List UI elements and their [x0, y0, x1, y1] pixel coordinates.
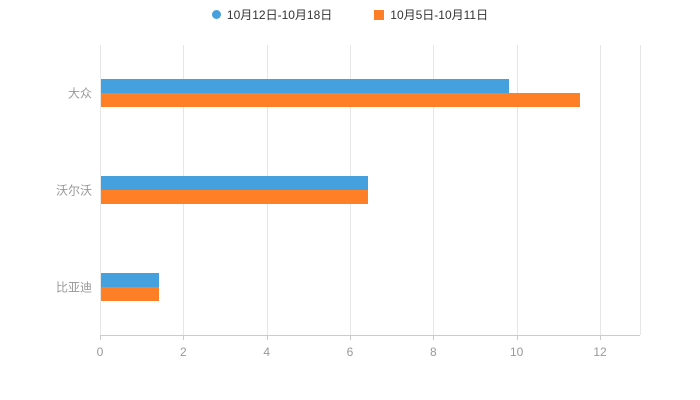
x-tick	[350, 335, 351, 340]
x-tick-label: 2	[179, 345, 187, 359]
bar	[101, 176, 368, 190]
legend-label-week2: 10月12日-10月18日	[226, 8, 333, 22]
x-tick	[433, 335, 435, 340]
legend-marker-circle-icon	[211, 10, 221, 19]
legend-marker-square-icon	[374, 9, 385, 20]
x-tick-label: 8	[429, 345, 437, 359]
y-category-label: 沃尔沃	[55, 183, 92, 198]
x-tick-label: 12	[593, 345, 607, 359]
x-tick	[266, 335, 268, 340]
x-tick	[183, 335, 185, 340]
bar	[101, 79, 510, 94]
grid-line	[516, 45, 518, 335]
x-tick-label: 10	[509, 345, 524, 359]
legend-label-week1: 10月5日-10月11日	[390, 8, 489, 22]
bar	[101, 286, 160, 301]
grid-line	[100, 45, 101, 335]
x-tick-label: 0	[96, 345, 104, 359]
legend: 10月12日-10月18日 10月5日-10月11日	[0, 6, 700, 23]
legend-item-week2[interactable]: 10月12日-10月18日	[211, 6, 333, 23]
bar	[101, 93, 581, 108]
x-tick	[516, 335, 518, 340]
grid-line	[600, 45, 601, 335]
bar	[101, 272, 160, 287]
x-tick	[600, 335, 601, 340]
grid-line	[640, 45, 641, 335]
plot-area: 0 2 4 6 8 10 12 大众沃尔沃比亚迪	[56, 45, 641, 359]
grid-line	[433, 45, 435, 335]
x-tick-label: 6	[346, 345, 354, 359]
legend-item-week1[interactable]: 10月5日-10月11日	[374, 6, 488, 23]
y-category-label: 大众	[67, 86, 92, 101]
x-tick-label: 4	[263, 345, 270, 359]
y-category-label: 比亚迪	[55, 280, 92, 295]
bar	[101, 190, 368, 204]
x-tick	[100, 335, 101, 340]
